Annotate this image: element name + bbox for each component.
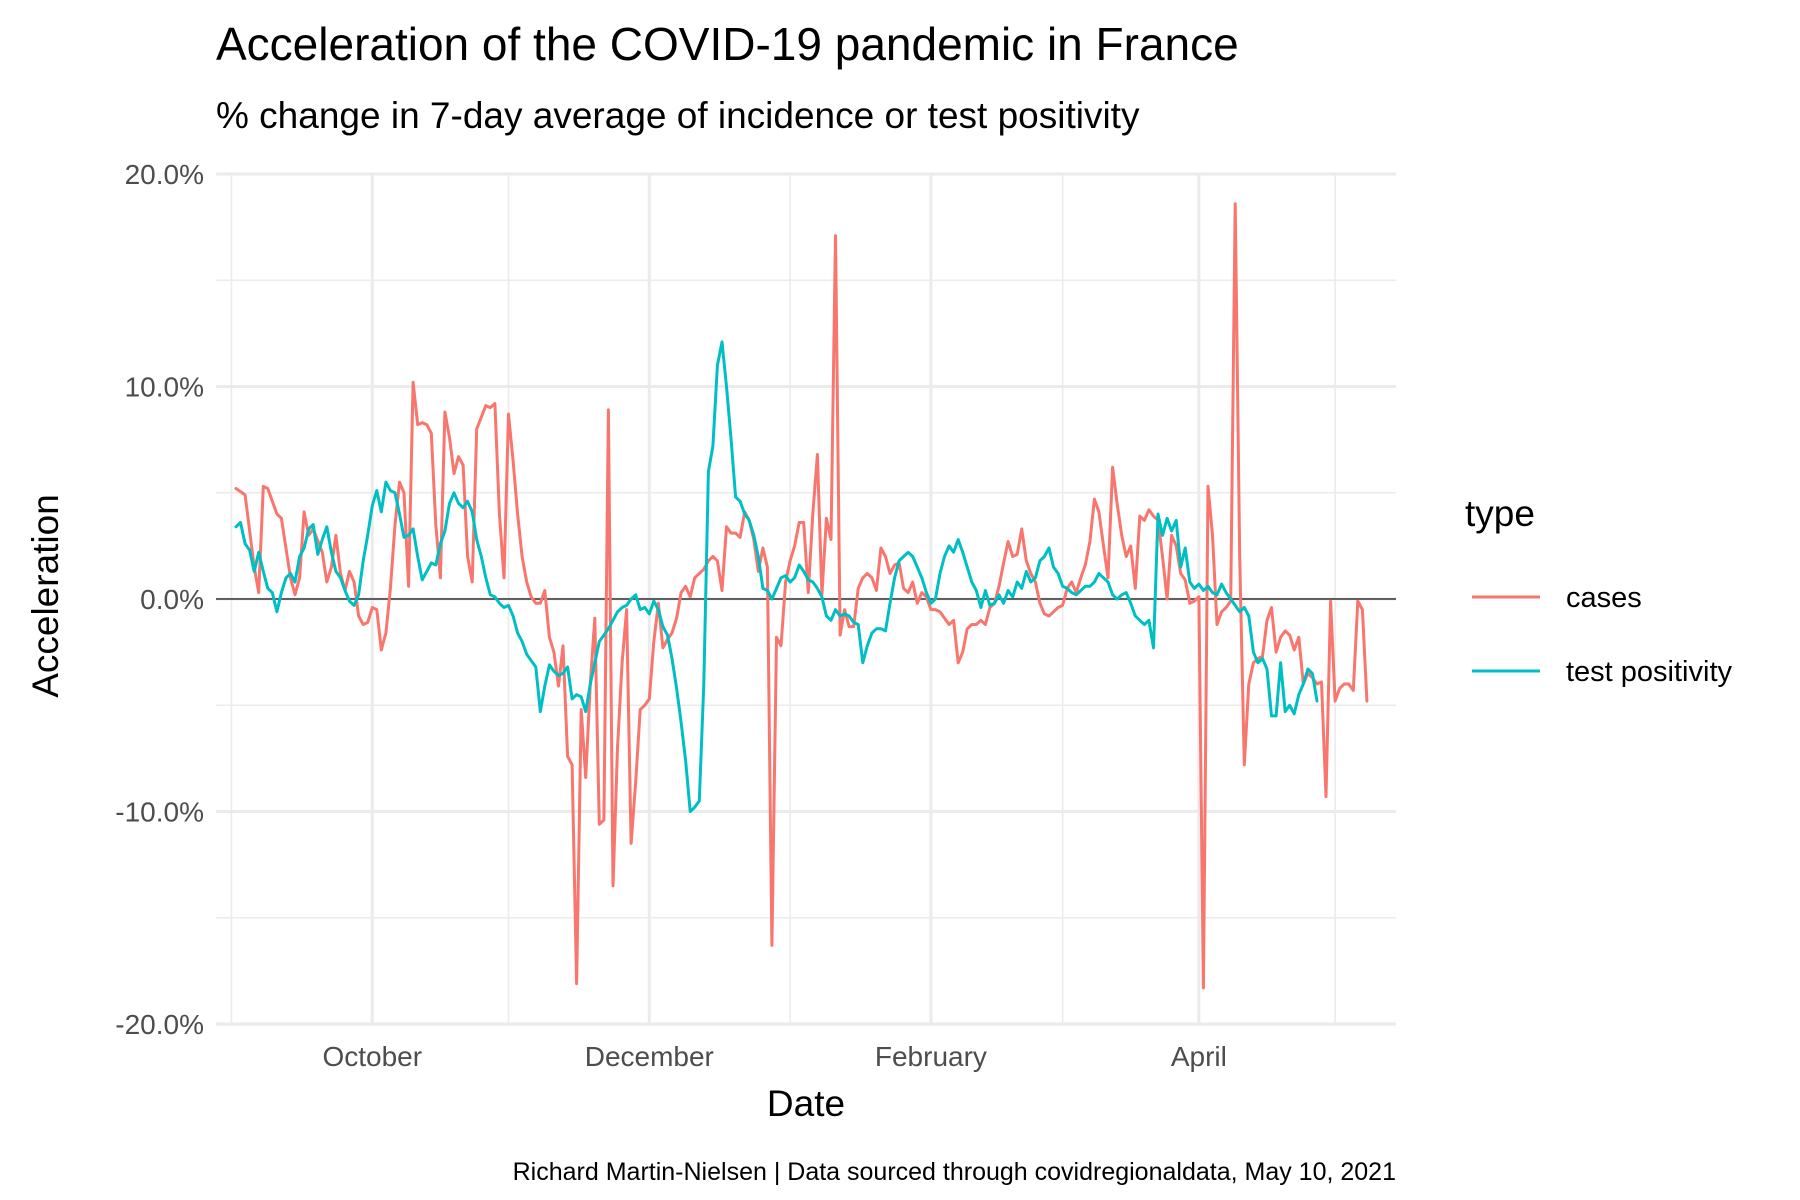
y-tick-label: 10.0% [125, 372, 204, 403]
chart-caption: Richard Martin-Nielsen | Data sourced th… [513, 1158, 1396, 1186]
series-line-cases [234, 202, 1369, 990]
legend-title: type [1465, 493, 1535, 534]
y-axis-ticks: -20.0% -10.0% 0.0% 10.0% 20.0% [115, 159, 204, 1040]
x-tick-label: April [1171, 1041, 1227, 1072]
series-line-test-positivity [234, 340, 1319, 813]
plot-panel [216, 172, 1396, 1026]
x-tick-label: October [322, 1041, 422, 1072]
x-axis-ticks: October December February April [322, 1041, 1226, 1072]
y-tick-label: 20.0% [125, 159, 204, 190]
y-axis-title: Acceleration [25, 494, 66, 698]
chart-subtitle: % change in 7-day average of incidence o… [216, 95, 1140, 136]
y-tick-label: -10.0% [115, 797, 204, 828]
series-layer [234, 202, 1369, 990]
x-tick-label: February [875, 1041, 987, 1072]
x-tick-label: December [585, 1041, 714, 1072]
legend-label: cases [1566, 582, 1642, 614]
legend-label: test positivity [1566, 656, 1732, 688]
y-tick-label: 0.0% [140, 584, 204, 615]
x-axis-title: Date [767, 1083, 845, 1124]
chart-title: Acceleration of the COVID-19 pandemic in… [216, 18, 1239, 70]
legend-items: cases test positivity [1472, 582, 1732, 688]
y-tick-label: -20.0% [115, 1009, 204, 1040]
legend: type cases test positivity [1465, 493, 1732, 688]
